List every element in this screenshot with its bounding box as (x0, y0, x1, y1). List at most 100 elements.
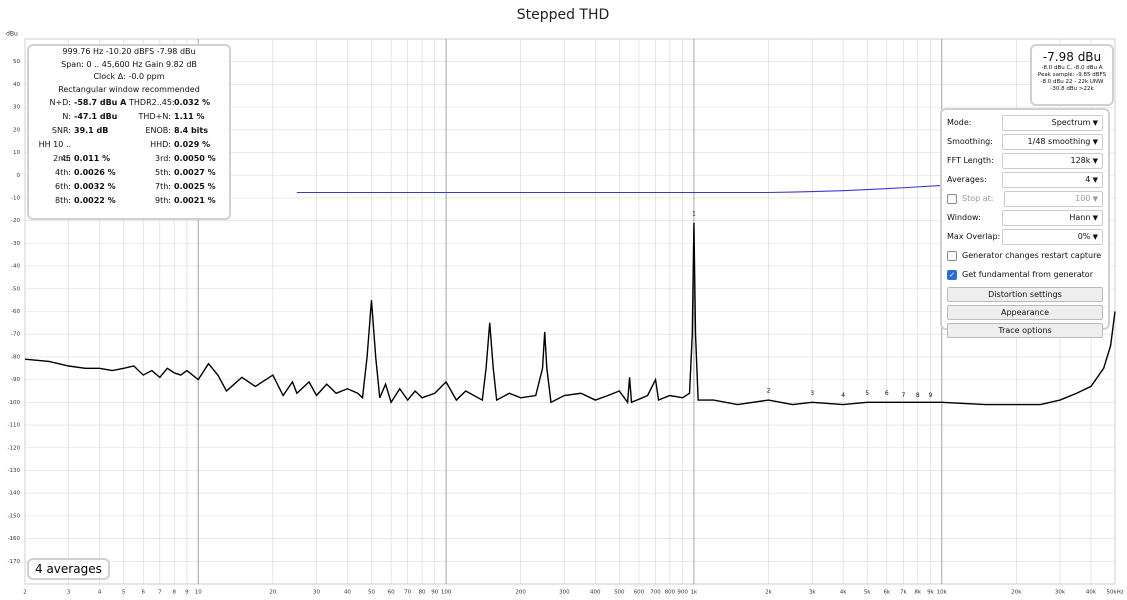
info-label: 9th: (155, 196, 171, 205)
info-label: HHD: (150, 140, 171, 149)
info-cell: 8th: 0.0022 % (29, 194, 129, 208)
x-tick-label: 4 (98, 590, 102, 596)
info-header: 999.76 Hz -10.20 dBFS -7.98 dBu (62, 47, 196, 56)
dropdown[interactable]: 1/48 smoothing (1002, 133, 1103, 150)
level-line: Peak sample: -9.85 dBFS (1037, 72, 1107, 78)
level-line: -30.8 dBu >22k (1050, 86, 1094, 92)
button[interactable]: Appearance (947, 305, 1103, 320)
info-value: 1.11 % (174, 112, 205, 121)
info-label: 8th: (55, 196, 71, 205)
controls-panel: Mode:SpectrumSmoothing:1/48 smoothingFFT… (940, 108, 1110, 338)
y-tick-label: 50 (13, 59, 20, 65)
button[interactable]: Trace options (947, 323, 1103, 338)
series-line (24, 222, 1116, 406)
y-tick-label: 20 (13, 127, 20, 133)
info-row: N+D: -58.7 dBu A THDR2..45: 0.032 % (29, 96, 229, 110)
x-tick-label: 30k (1055, 590, 1066, 596)
info-value: 0.029 % (174, 140, 211, 149)
y-axis-label: dBu (6, 31, 18, 38)
x-tick-label: 50kHz (1106, 590, 1123, 596)
info-value: 8.4 bits (174, 126, 209, 135)
dropdown[interactable]: Hann (1002, 209, 1103, 226)
info-label: N: (62, 112, 71, 121)
x-tick-label: 2 (23, 590, 27, 596)
spinner[interactable]: 100 (1004, 190, 1103, 207)
y-tick-label: -10 (11, 195, 20, 201)
control-label: Window: (947, 213, 981, 222)
info-row: HH 10 .. 45 HHD: 0.029 % (29, 138, 229, 163)
info-value: -47.1 dBu (74, 112, 118, 121)
info-value: 39.1 dB (74, 126, 109, 135)
info-value: 0.011 % (74, 154, 111, 163)
dropdown[interactable]: 0% (1002, 228, 1103, 245)
x-tick-label: 400 (590, 590, 601, 596)
info-row: 2nd: 0.011 % 3rd: 0.0050 % (29, 152, 229, 166)
control-row: Max Overlap: 0% (947, 227, 1103, 246)
harmonic-label: 7 (901, 392, 905, 399)
y-tick-label: -20 (11, 218, 20, 224)
info-cell: N: -47.1 dBu (29, 110, 129, 124)
harmonic-label: 1 (692, 210, 696, 217)
x-tick-label: 20k (1011, 590, 1022, 596)
averages-badge: 4 averages (27, 558, 110, 580)
x-tick-label: 7 (158, 590, 162, 596)
level-main: -7.98 dBu (1042, 50, 1102, 64)
y-tick-label: -60 (11, 309, 20, 315)
info-label: 5th: (155, 168, 171, 177)
info-label: 6th: (55, 182, 71, 191)
checkbox-row: Generator changes restart capture (947, 246, 1103, 265)
x-tick-label: 600 (634, 590, 645, 596)
checkbox[interactable]: ✓ (947, 269, 957, 280)
x-tick-label: 6 (142, 590, 146, 596)
info-label: ENOB: (145, 126, 171, 135)
control-row: Stop at: 100 (947, 189, 1103, 208)
x-tick-label: 8k (914, 590, 921, 596)
y-tick-label: -50 (11, 286, 20, 292)
checkbox-label: Get fundamental from generator (962, 270, 1093, 279)
info-cell: THDR2..45: 0.032 % (129, 96, 229, 110)
checkbox[interactable] (947, 193, 957, 204)
info-header: Clock Δ: -0.0 ppm (93, 72, 165, 81)
info-label: THD+N: (138, 112, 171, 121)
control-label: FFT Length: (947, 156, 994, 165)
info-row: 8th: 0.0022 % 9th: 0.0021 % (29, 194, 229, 208)
x-tick-label: 2k (765, 590, 772, 596)
x-tick-label: 9k (927, 590, 934, 596)
x-tick-label: 9 (185, 590, 189, 596)
info-cell: 4th: 0.0026 % (29, 166, 129, 180)
info-cell: THD+N: 1.11 % (129, 110, 229, 124)
info-label: THDR2..45: (129, 98, 175, 107)
button[interactable]: Distortion settings (947, 287, 1103, 302)
info-cell: HHD: 0.029 % (129, 138, 229, 152)
info-value: 0.0032 % (74, 182, 116, 191)
info-label: 2nd: (53, 154, 71, 163)
y-tick-label: 40 (13, 82, 20, 88)
info-label: 4th: (55, 168, 71, 177)
x-tick-label: 40k (1086, 590, 1097, 596)
checkbox[interactable] (947, 250, 957, 261)
series-line (296, 184, 942, 194)
x-tick-label: 30 (313, 590, 320, 596)
info-value: 0.0025 % (174, 182, 216, 191)
info-cell: 9th: 0.0021 % (129, 194, 229, 208)
y-tick-label: -70 (11, 332, 20, 338)
info-cell: ENOB: 8.4 bits (129, 124, 229, 138)
x-tick-label: 3 (67, 590, 71, 596)
x-tick-label: 7k (900, 590, 907, 596)
control-label: Smoothing: (947, 137, 993, 146)
x-tick-label: 4k (840, 590, 847, 596)
y-tick-label: -100 (8, 400, 21, 406)
x-tick-label: 300 (559, 590, 570, 596)
info-header: Span: 0 .. 45,600 Hz Gain 9.82 dB (61, 59, 197, 69)
info-value: -58.7 dBu A (74, 98, 127, 107)
level-line: -8.0 dBu C, -8.0 dBu A (1041, 65, 1103, 71)
y-tick-label: -120 (8, 445, 21, 451)
dropdown[interactable]: 128k (1002, 152, 1103, 169)
info-value: 0.0021 % (174, 196, 216, 205)
info-row: SNR: 39.1 dB ENOB: 8.4 bits (29, 124, 229, 138)
x-tick-label: 100 (441, 590, 452, 596)
control-row: FFT Length: 128k (947, 151, 1103, 170)
x-tick-label: 50 (368, 590, 375, 596)
dropdown[interactable]: Spectrum (1002, 114, 1103, 131)
dropdown[interactable]: 4 (1002, 171, 1103, 188)
